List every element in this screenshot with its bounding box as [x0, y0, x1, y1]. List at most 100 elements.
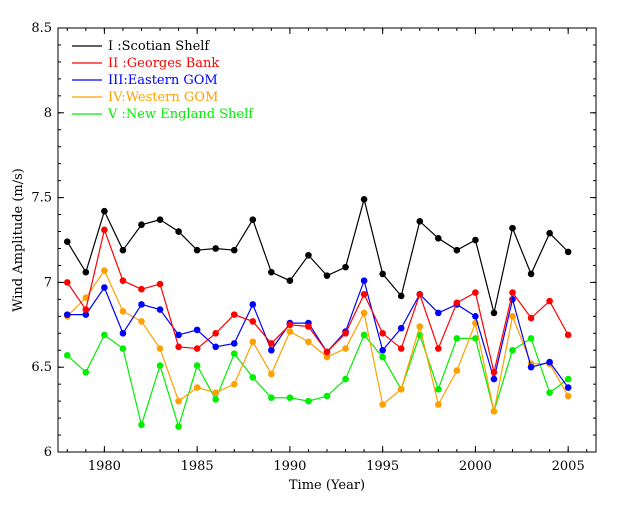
series-2-point — [490, 368, 498, 376]
series-5-point — [323, 392, 331, 400]
series-2-point — [360, 290, 368, 298]
x-tick-label: 1995 — [366, 459, 399, 474]
series-3-point — [82, 311, 90, 318]
series-1-point — [546, 229, 553, 237]
series-5-point — [342, 375, 349, 383]
series-5-point — [63, 352, 71, 359]
series-2 — [63, 226, 572, 376]
series-5-line — [66, 333, 569, 429]
x-axis: 1980 1985 1990 1995 2000 2005 — [66, 28, 588, 474]
series-1-point — [323, 272, 331, 279]
series-2-line — [66, 227, 569, 373]
series-4 — [63, 267, 572, 415]
series-1-point — [342, 263, 349, 271]
series-5-point — [472, 335, 479, 342]
series-5 — [63, 331, 572, 430]
series-1-point — [268, 268, 275, 276]
series-2-point — [564, 331, 572, 339]
series-5-point — [286, 394, 294, 402]
series-4-point — [416, 323, 424, 330]
series-4-point — [193, 384, 201, 391]
series-4-point — [175, 397, 182, 405]
series-2-point — [416, 290, 424, 298]
series-3-point — [138, 301, 145, 308]
series-5-point — [193, 362, 201, 369]
series-1-point — [305, 251, 312, 259]
legend-label: I :Scotian Shelf — [108, 39, 210, 54]
series-2-point — [193, 345, 201, 352]
x-tick-label: 1985 — [181, 459, 214, 474]
series-3-point — [193, 326, 201, 334]
legend-label: II :Georges Bank — [108, 56, 219, 71]
series-2-point — [305, 323, 312, 330]
series-4-point — [230, 380, 238, 388]
series-5-point — [509, 346, 516, 354]
series-3-point — [546, 358, 553, 366]
series-5-point — [212, 396, 219, 403]
series-5-point — [138, 421, 145, 429]
series-2-point — [249, 318, 257, 325]
series-4-point — [286, 328, 294, 335]
series-3-point — [156, 306, 164, 313]
series-4-point — [119, 307, 127, 315]
series-2-point — [82, 306, 90, 313]
series-4-point — [268, 370, 275, 378]
series-3-point — [268, 346, 275, 354]
series-4-point — [435, 401, 442, 408]
legend-label: V :New England Shelf — [107, 107, 254, 122]
series-5-point — [119, 345, 127, 352]
series-5-point — [360, 331, 368, 339]
series-3-point — [212, 343, 219, 351]
series-4-point — [138, 318, 145, 325]
series-4-point — [323, 353, 331, 361]
legend-label: III:Eastern GOM — [108, 73, 218, 88]
series-1-point — [490, 309, 498, 317]
series-5-point — [175, 423, 182, 430]
series-2-point — [435, 345, 442, 352]
series-1-point — [564, 248, 572, 256]
y-axis: 6 6.5 7 7.5 8 8.5 — [31, 21, 596, 460]
series-5-point — [564, 375, 572, 383]
series-2-point — [286, 321, 294, 329]
series-1-point — [230, 246, 238, 254]
series-4-line — [66, 269, 569, 412]
series-2-point — [472, 289, 479, 296]
series-1-point — [119, 246, 127, 254]
x-axis-title: Time (Year) — [289, 478, 365, 493]
series-4-point — [342, 345, 349, 352]
series-5-point — [230, 350, 238, 357]
series-1-point — [360, 195, 368, 203]
y-tick-label: 7.5 — [31, 191, 52, 206]
y-tick-label: 8 — [44, 106, 52, 121]
series-4-point — [156, 345, 164, 352]
series-1-point — [453, 246, 461, 254]
series-3-point — [490, 375, 498, 383]
series-3-point — [527, 363, 535, 371]
legend: I :Scotian Shelf II :Georges Bank III:East… — [72, 39, 254, 122]
legend-label: IV:Western GOM — [108, 90, 218, 105]
series-1-point — [138, 221, 145, 229]
series-5-point — [268, 394, 275, 402]
y-axis-title: Wind Amplitude (m/s) — [11, 168, 26, 312]
series-5-point — [435, 385, 442, 393]
series-2-point — [342, 329, 349, 337]
series-1-point — [156, 216, 164, 223]
y-tick-label: 7 — [44, 275, 52, 290]
series-2-point — [268, 340, 275, 347]
series-4-point — [305, 338, 312, 346]
series-2-point — [230, 311, 238, 318]
series-5-point — [527, 335, 535, 342]
series-2-point — [453, 299, 461, 307]
y-tick-label: 8.5 — [31, 21, 52, 36]
series-1-point — [397, 292, 405, 300]
series-4-point — [509, 313, 516, 320]
series-1-line — [66, 196, 569, 314]
series-1-point — [286, 277, 294, 285]
series-4-point — [360, 309, 368, 317]
series-4-point — [564, 392, 572, 400]
series-4-point — [212, 389, 219, 396]
series-4-point — [249, 338, 257, 346]
series-4-point — [379, 401, 386, 408]
series-layer — [63, 195, 572, 430]
